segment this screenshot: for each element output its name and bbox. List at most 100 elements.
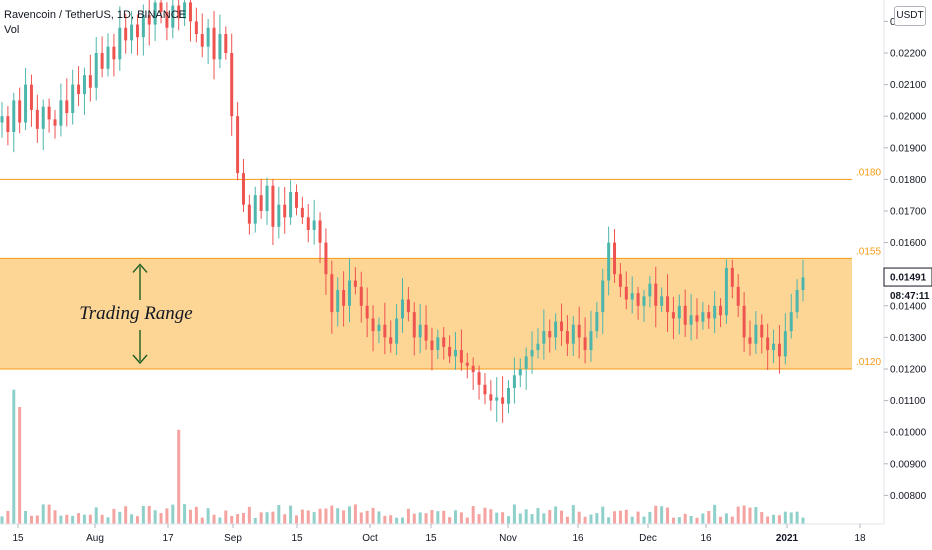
volume-bar (654, 505, 658, 524)
volume-bar (265, 512, 269, 524)
volume-bar (241, 513, 245, 524)
volume-bar (630, 516, 634, 524)
volume-bar (88, 514, 92, 524)
volume-bar (548, 510, 552, 524)
volume-bar (389, 515, 393, 524)
symbol-title: Ravencoin / TetherUS, 1D, BINANCE (4, 9, 186, 21)
volume-bar (365, 510, 369, 524)
candle-body (512, 375, 516, 388)
candle-body (489, 394, 493, 401)
candle-body (247, 204, 251, 224)
candle-body (88, 75, 92, 88)
candle-body (724, 267, 728, 316)
volume-bar (253, 517, 257, 524)
candle-body (730, 267, 734, 287)
candle-body (277, 204, 281, 227)
candle-body (283, 204, 287, 218)
candle-body (395, 318, 399, 344)
time-tick-label: 15 (291, 533, 303, 544)
volume-bar (24, 511, 28, 524)
volume-bar (459, 512, 463, 524)
candle-body (642, 296, 646, 306)
volume-bar (324, 508, 328, 524)
candle-body (212, 27, 216, 60)
candle-body (377, 324, 381, 332)
level-label: .0120 (856, 357, 881, 368)
candle-body (306, 217, 310, 230)
candle-body (589, 331, 593, 351)
candle-body (454, 350, 458, 357)
volume-bar (300, 509, 304, 524)
candle-body (0, 116, 4, 123)
volume-bar (724, 513, 728, 524)
annotation-text: Trading Range (79, 303, 192, 324)
candle-body (760, 324, 764, 338)
volume-bar (236, 514, 240, 524)
candle-body (789, 312, 793, 332)
volume-bar (106, 517, 110, 524)
candle-body (365, 305, 369, 319)
volume-bar (6, 510, 10, 524)
candle-body (294, 192, 298, 208)
candle-body (65, 100, 69, 114)
volume-bar (47, 504, 51, 524)
candle-body (677, 305, 681, 319)
volume-bar (165, 508, 169, 524)
volume-bar (177, 429, 181, 524)
volume-bar (124, 506, 128, 524)
candle-body (118, 27, 122, 60)
volume-bar (613, 511, 617, 524)
candle-body (707, 312, 711, 319)
candle-body (59, 100, 63, 126)
volume-bar (607, 517, 611, 524)
volume-bar (636, 511, 640, 524)
candle-body (671, 312, 675, 319)
candle-body (406, 299, 410, 313)
candle-body (477, 372, 481, 385)
candle-body (177, 5, 181, 19)
candle-body (654, 283, 658, 306)
volume-bar (554, 506, 558, 524)
volume-bar (660, 506, 664, 524)
volume-bar (306, 510, 310, 524)
candle-body (536, 343, 540, 351)
volume-bar (677, 517, 681, 524)
volume-bar (754, 507, 758, 524)
candle-body (94, 53, 98, 88)
candle-body (353, 280, 357, 287)
volume-bar (294, 515, 298, 524)
candle-body (24, 84, 28, 123)
volume-bar (12, 389, 16, 524)
level-label: .0155 (856, 246, 881, 257)
volume-bar (454, 510, 458, 524)
candle-body (507, 387, 511, 404)
chart-legend: Ravencoin / TetherUS, 1D, BINANCE Vol (4, 8, 186, 38)
volume-bar (701, 513, 705, 524)
countdown-text: 08:47:11 (890, 291, 930, 302)
trading-range-annotation: Trading Range (79, 263, 193, 365)
volume-label: Vol (4, 24, 20, 36)
candle-body (47, 106, 51, 120)
candle-body (230, 53, 234, 117)
currency-button[interactable]: USDT (894, 6, 926, 26)
candle-body (29, 84, 33, 110)
candle-body (389, 337, 393, 344)
candle-body (18, 100, 22, 123)
candle-body (300, 207, 304, 218)
candle-body (253, 195, 257, 224)
volume-bar (601, 506, 605, 524)
candle-body (518, 369, 522, 376)
volume-bar (41, 504, 45, 524)
volume-bar (218, 517, 222, 524)
volume-bar (448, 517, 452, 524)
candle-body (766, 337, 770, 351)
candle-body (218, 34, 222, 60)
volume-bar (477, 514, 481, 524)
candle-body (719, 305, 723, 316)
volume-bar (330, 505, 334, 524)
price-tick-label: 0.01100 (890, 396, 926, 407)
volume-bar (430, 510, 434, 524)
candle-body (530, 350, 534, 357)
candle-body (548, 331, 552, 338)
